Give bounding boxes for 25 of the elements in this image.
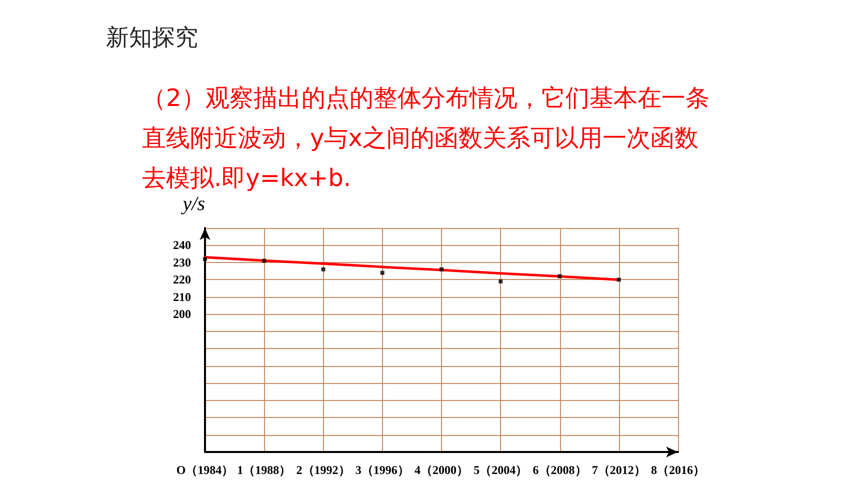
point [262, 258, 266, 263]
point [440, 267, 444, 272]
x-tick-label: 8（2016） [651, 463, 705, 477]
y-tick-label: 240 [173, 238, 191, 252]
y-tick-label: 200 [173, 307, 191, 322]
point [616, 278, 621, 282]
chart-subtitle: （2）观察描出的点的整体分布情况，它们基本在一条直线附近波动，y与x之间的函数关系可以用一次函数去模拟.即y=kx+b. [142, 84, 710, 192]
x-tick-label: O（1984） [176, 463, 234, 477]
point [558, 274, 562, 278]
x-tick-label: 6（2008） [532, 463, 587, 477]
y-tick-label: 210 [173, 290, 191, 304]
y-tick-label: 230 [173, 255, 191, 270]
x-tick-label: 2（1992） [296, 463, 350, 477]
x-tick-label: 1（1988） [237, 463, 292, 477]
y-axis-title: y/s [180, 193, 206, 215]
point [498, 279, 503, 284]
point [203, 257, 207, 262]
x-tick-label: 4（2000） [414, 463, 468, 477]
x-tick-label: 3（1996） [355, 463, 410, 477]
x-tick-label: 7（2012） [592, 463, 646, 477]
x-tick-label: 5（2004） [474, 463, 528, 477]
y-tick-label: 220 [173, 272, 191, 287]
point [380, 270, 384, 275]
point [321, 267, 326, 272]
chart-title: 新知探究 [106, 24, 198, 53]
